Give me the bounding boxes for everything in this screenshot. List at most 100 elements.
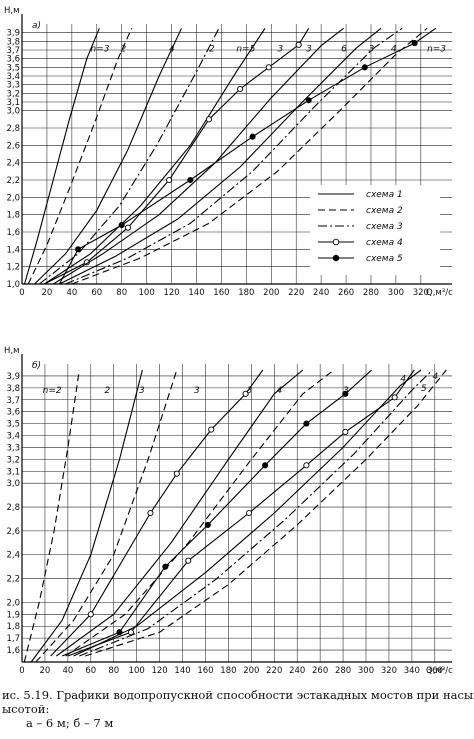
series-marker bbox=[242, 390, 249, 397]
series-label: n=5 bbox=[236, 44, 255, 54]
figure-caption-line1: ис. 5.19. Графики водопропускной способн… bbox=[2, 688, 474, 702]
x-tick-label: 280 bbox=[363, 288, 379, 298]
x-tick-label: 280 bbox=[335, 666, 351, 676]
series-marker bbox=[249, 133, 256, 140]
y-tick-label: 3,6 bbox=[6, 408, 20, 418]
y-tick-label: 2,6 bbox=[6, 527, 20, 537]
x-tick-label: 240 bbox=[289, 666, 305, 676]
y-tick-label: 3,6 bbox=[6, 55, 20, 65]
series-label: 3 bbox=[343, 386, 349, 396]
series-line bbox=[34, 28, 182, 285]
legend-label: схема 2 bbox=[366, 206, 403, 216]
y-tick-label: 3,5 bbox=[6, 63, 20, 73]
series-label: n=3 bbox=[427, 44, 446, 54]
series-marker bbox=[262, 462, 269, 469]
series-line bbox=[71, 27, 428, 285]
series-marker bbox=[162, 563, 169, 570]
series-line bbox=[84, 369, 447, 657]
series-line bbox=[67, 369, 415, 657]
x-tick-label: 320 bbox=[381, 666, 397, 676]
x-axis-title: Q,м³/с bbox=[426, 666, 453, 676]
x-tick-label: 240 bbox=[313, 288, 329, 298]
series-marker bbox=[295, 41, 302, 48]
y-tick-label: 2,2 bbox=[6, 176, 20, 186]
x-tick-label: 160 bbox=[197, 666, 213, 676]
series-marker bbox=[187, 176, 194, 184]
series-marker bbox=[303, 420, 310, 427]
x-tick-label: 220 bbox=[266, 666, 282, 676]
x-tick-label: 40 bbox=[62, 666, 73, 676]
series-marker bbox=[185, 557, 192, 564]
y-tick-label: 3,2 bbox=[6, 89, 20, 99]
y-tick-label: 1,8 bbox=[6, 622, 20, 632]
y-tick-label: 1,0 bbox=[6, 280, 20, 290]
series-marker bbox=[75, 246, 82, 253]
series-marker bbox=[237, 85, 244, 93]
chart-panel-2: 1,61,71,81,92,02,22,42,62,83,03,13,23,33… bbox=[4, 346, 453, 676]
x-tick-label: 60 bbox=[91, 288, 102, 298]
series-line bbox=[65, 369, 335, 657]
y-tick-label: 3,1 bbox=[6, 98, 20, 108]
x-tick-label: 100 bbox=[129, 666, 145, 676]
x-tick-label: 120 bbox=[163, 288, 179, 298]
series-line bbox=[59, 27, 382, 285]
y-tick-label: 2,2 bbox=[6, 575, 20, 585]
series-line bbox=[23, 28, 100, 285]
panel-label: б) bbox=[32, 361, 41, 371]
figure-caption-line3: a – 6 м; б – 7 м bbox=[26, 716, 114, 730]
series-line bbox=[39, 28, 220, 285]
y-tick-label: 3,4 bbox=[6, 432, 20, 442]
series-marker bbox=[118, 222, 125, 229]
x-tick-label: 140 bbox=[174, 666, 190, 676]
chart-panel-1: 1,01,21,41,61,82,02,22,42,62,83,03,13,23… bbox=[4, 6, 453, 298]
series-label: 4 bbox=[391, 44, 397, 54]
y-tick-label: 1,4 bbox=[6, 245, 20, 255]
y-tick-label: 3,5 bbox=[6, 420, 20, 430]
y-axis-title: H,м bbox=[4, 346, 20, 356]
y-tick-label: 3,2 bbox=[6, 455, 20, 465]
series-label: 4 bbox=[169, 44, 175, 54]
series-marker bbox=[173, 470, 180, 477]
series-label: 5 bbox=[421, 384, 427, 394]
x-tick-label: 200 bbox=[243, 666, 259, 676]
series-line bbox=[65, 27, 403, 285]
x-tick-label: 360 bbox=[427, 666, 443, 676]
series-marker bbox=[127, 629, 134, 636]
series-label: n=2 bbox=[43, 386, 62, 396]
x-tick-label: 300 bbox=[358, 666, 374, 676]
series-label: 3 bbox=[247, 386, 253, 396]
legend-label: схема 3 bbox=[366, 222, 403, 232]
series-line bbox=[44, 27, 266, 285]
x-tick-label: 320 bbox=[413, 288, 429, 298]
series-marker bbox=[342, 428, 349, 435]
series-label: 3 bbox=[306, 44, 312, 54]
y-tick-label: 3,9 bbox=[6, 372, 20, 382]
series-label: 3 bbox=[194, 386, 200, 396]
series-label: 2 bbox=[105, 386, 111, 396]
series-marker bbox=[245, 509, 253, 517]
y-tick-label: 1,2 bbox=[6, 263, 20, 273]
series-marker bbox=[342, 390, 349, 397]
figure-caption-line2: ысотой: bbox=[2, 702, 50, 716]
y-tick-label: 1,8 bbox=[6, 211, 20, 221]
legend-label: схема 1 bbox=[366, 190, 403, 200]
x-tick-label: 80 bbox=[116, 288, 127, 298]
series-marker bbox=[204, 521, 211, 528]
series-line bbox=[61, 369, 373, 657]
series-marker bbox=[208, 426, 215, 433]
y-tick-label: 3,9 bbox=[6, 29, 20, 39]
x-tick-label: 220 bbox=[288, 288, 304, 298]
legend-marker bbox=[332, 254, 340, 262]
legend-label: схема 5 bbox=[366, 254, 403, 264]
series-line bbox=[73, 369, 422, 657]
x-tick-label: 140 bbox=[188, 288, 204, 298]
x-tick-label: 260 bbox=[312, 666, 328, 676]
y-tick-label: 2,0 bbox=[6, 193, 20, 203]
y-tick-label: 1,9 bbox=[6, 610, 20, 620]
series-label: 4 bbox=[433, 372, 439, 382]
x-axis-title: Q,м³/с bbox=[426, 288, 453, 298]
x-tick-label: 60 bbox=[85, 666, 96, 676]
x-tick-label: 20 bbox=[42, 288, 53, 298]
series-marker bbox=[361, 64, 368, 71]
